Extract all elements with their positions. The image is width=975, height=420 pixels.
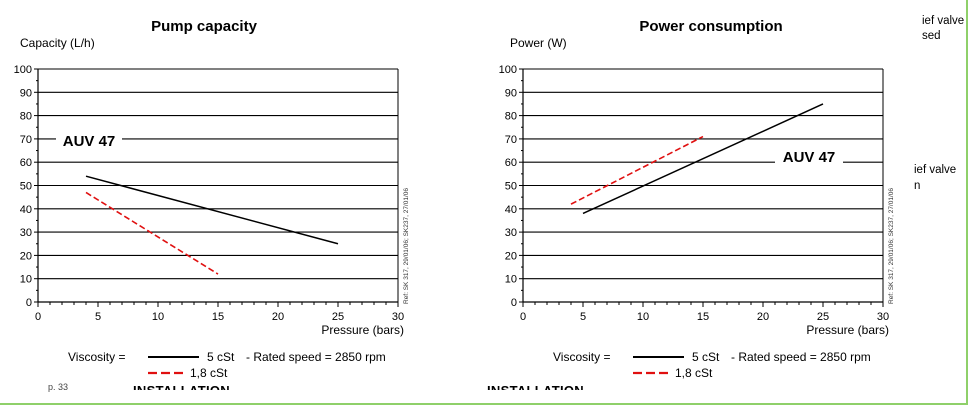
x-tick-label-20: 20 [757,311,769,323]
y-axis-label: Capacity (L/h) [20,36,95,50]
y-tick-label-10: 10 [20,274,32,286]
chart-title: Power consumption [639,18,782,35]
legend-suffix: - Rated speed = 2850 rpm [731,350,871,364]
x-axis-label: Pressure (bars) [321,323,404,337]
x-tick-label-25: 25 [817,311,829,323]
x-tick-label-5: 5 [95,311,101,323]
y-tick-label-0: 0 [511,297,517,309]
x-tick-label-15: 15 [212,311,224,323]
y-tick-label-30: 30 [505,227,517,239]
y-tick-label-20: 20 [20,250,32,262]
y-tick-label-0: 0 [26,297,32,309]
legend-label-solid: 5 cSt [207,350,235,364]
y-tick-label-60: 60 [20,157,32,169]
cropped-text-n: n [914,180,921,192]
y-tick-label-20: 20 [505,250,517,262]
y-tick-label-40: 40 [505,204,517,216]
reference-note: Ref: SK 317, 29/01/06; SK237, 27/01/06 [403,188,410,304]
y-tick-label-30: 30 [20,227,32,239]
cropped-text-relief-valve-mid: ief valve [914,164,957,176]
x-tick-label-10: 10 [637,311,649,323]
y-tick-label-80: 80 [20,111,32,123]
y-tick-label-70: 70 [505,134,517,146]
legend-suffix: - Rated speed = 2850 rpm [246,350,386,364]
frame-border-bottom [0,403,968,405]
legend-prefix: Viscosity = [553,350,610,364]
x-tick-label-15: 15 [697,311,709,323]
page-number: p. 33 [48,382,69,392]
y-tick-label-90: 90 [20,87,32,99]
y-tick-label-40: 40 [20,204,32,216]
y-tick-label-100: 100 [14,64,32,76]
series-line-dashed [570,135,704,205]
y-tick-label-10: 10 [505,274,517,286]
x-tick-label-0: 0 [35,311,41,323]
legend-label-dashed: 1,8 cSt [675,366,713,380]
x-tick-label-30: 30 [392,311,404,323]
installation-heading-right: INSTALLATION [487,380,584,390]
y-tick-label-50: 50 [505,181,517,193]
x-tick-label-10: 10 [152,311,164,323]
y-tick-label-90: 90 [505,87,517,99]
cropped-text-relief-valve-top: ief valve [922,15,965,27]
annotation-box [56,130,122,150]
series-line-dashed [85,191,219,275]
x-tick-label-5: 5 [580,311,586,323]
frame-border-right [966,0,968,404]
legend-prefix: Viscosity = [68,350,125,364]
y-tick-label-80: 80 [505,111,517,123]
x-axis-label: Pressure (bars) [806,323,889,337]
y-axis-label: Power (W) [510,36,567,50]
x-tick-label-20: 20 [272,311,284,323]
annotation-box [775,146,843,166]
chart-title: Pump capacity [151,18,258,35]
y-tick-label-60: 60 [505,157,517,169]
y-tick-label-70: 70 [20,134,32,146]
installation-heading-left: INSTALLATION [133,380,230,390]
series-line-solid [582,103,824,215]
x-tick-label-30: 30 [877,311,889,323]
legend-label-dashed: 1,8 cSt [190,366,228,380]
y-tick-label-100: 100 [499,64,517,76]
series-line-solid [85,175,339,245]
reference-note: Ref: SK 317, 29/01/06; SK237, 27/01/06 [888,188,895,304]
legend-label-solid: 5 cSt [692,350,720,364]
cropped-text-closed: sed [922,30,941,42]
series-annotation: AUV 47 [63,133,116,150]
y-tick-label-50: 50 [20,181,32,193]
series-annotation: AUV 47 [783,149,836,166]
x-tick-label-25: 25 [332,311,344,323]
x-tick-label-0: 0 [520,311,526,323]
